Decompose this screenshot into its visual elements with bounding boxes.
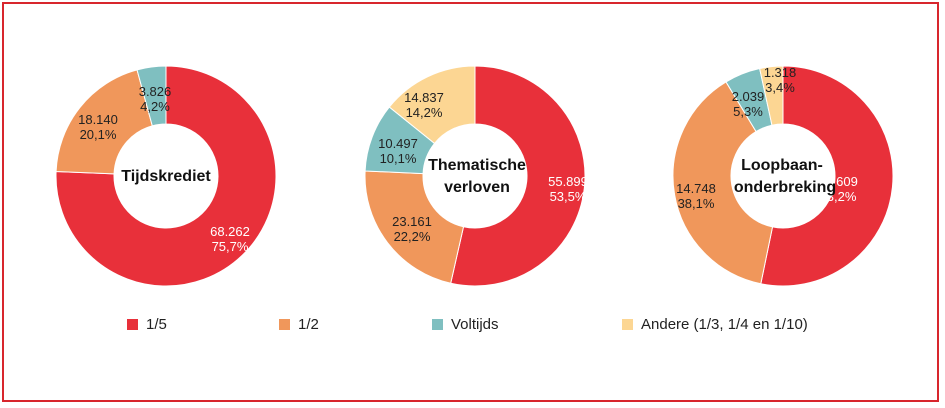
legend-item-1-5: 1/5 xyxy=(127,316,167,333)
slice-value-label: 2.039 xyxy=(732,89,765,104)
legend-swatch xyxy=(432,319,443,330)
legend-swatch xyxy=(622,319,633,330)
donut-title: onderbreking xyxy=(734,179,836,196)
slice-value-label: 3.826 xyxy=(139,84,172,99)
legend-swatch xyxy=(127,319,138,330)
legend-item-1-2: 1/2 xyxy=(279,316,319,333)
legend-label: Voltijds xyxy=(451,316,499,333)
slice-percent-label: 38,1% xyxy=(678,196,715,211)
slice-percent-label: 75,7% xyxy=(212,239,249,254)
slice-value-label: 10.497 xyxy=(378,136,418,151)
donut-slice xyxy=(364,170,465,284)
legend-item-andere: Andere (1/3, 1/4 en 1/10) xyxy=(622,316,808,333)
slice-percent-label: 10,1% xyxy=(380,151,417,166)
legend-item-voltijds: Voltijds xyxy=(432,316,499,333)
slice-value-label: 55.899 xyxy=(548,174,588,189)
slice-value-label: 18.140 xyxy=(78,112,118,127)
donut-slice xyxy=(672,81,774,285)
slice-value-label: 20.609 xyxy=(818,174,858,189)
slice-percent-label: 53,5% xyxy=(550,189,587,204)
donut-title: Loopbaan- xyxy=(741,157,823,174)
slice-value-label: 68.262 xyxy=(210,224,250,239)
donut-title: Tijdskrediet xyxy=(121,168,211,185)
slice-percent-label: 53,2% xyxy=(820,189,857,204)
donut-slice xyxy=(55,69,153,175)
donut-slice xyxy=(760,65,894,287)
slice-percent-label: 3,4% xyxy=(765,80,795,95)
legend-label: Andere (1/3, 1/4 en 1/10) xyxy=(641,316,808,333)
legend-label: 1/2 xyxy=(298,316,319,333)
slice-value-label: 23.161 xyxy=(392,214,432,229)
donut-slice xyxy=(450,65,586,287)
slice-percent-label: 4,2% xyxy=(140,99,170,114)
legend: 1/5 1/2 Voltijds Andere (1/3, 1/4 en 1/1… xyxy=(0,316,945,340)
slice-percent-label: 22,2% xyxy=(394,229,431,244)
slice-percent-label: 14,2% xyxy=(406,105,443,120)
donut-title: Thematische xyxy=(428,157,526,174)
donut-slice xyxy=(136,65,167,127)
donut-slice xyxy=(388,65,476,145)
donut-slice xyxy=(759,65,784,126)
donut-slice xyxy=(55,65,277,287)
slice-percent-label: 5,3% xyxy=(733,104,763,119)
slice-percent-label: 20,1% xyxy=(80,127,117,142)
donut-title: verloven xyxy=(444,179,510,196)
slice-value-label: 14.837 xyxy=(404,90,444,105)
slice-value-label: 14.748 xyxy=(676,181,716,196)
legend-swatch xyxy=(279,319,290,330)
slice-value-label: 1.318 xyxy=(764,65,797,80)
legend-label: 1/5 xyxy=(146,316,167,333)
